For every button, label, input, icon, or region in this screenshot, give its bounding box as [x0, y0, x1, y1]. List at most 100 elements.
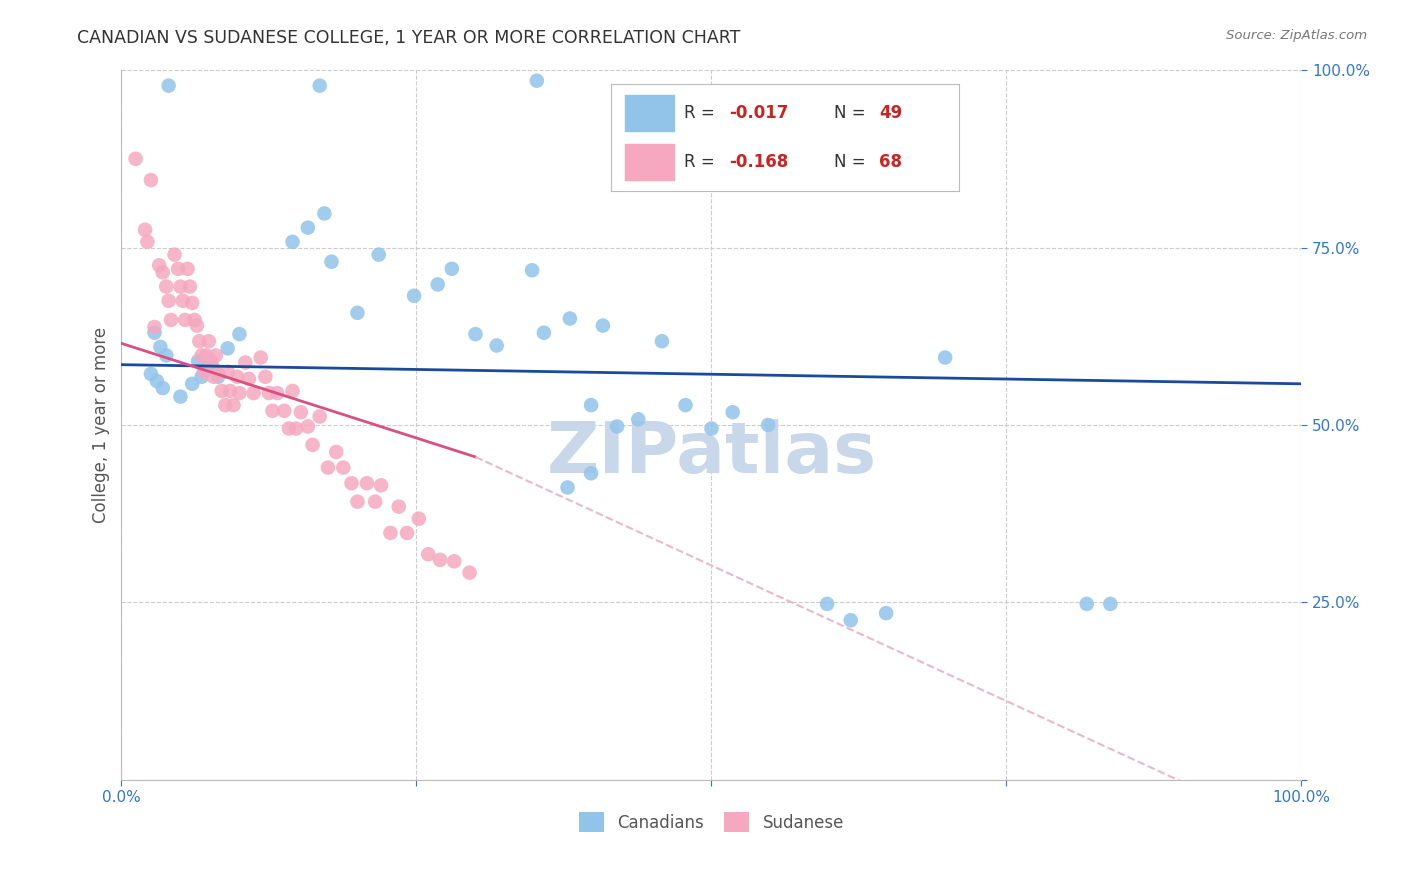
Point: [183, 313, 205, 327]
Text: Source: ZipAtlas.com: Source: ZipAtlas.com: [1226, 29, 1367, 43]
Point: [278, 421, 301, 435]
Point: [219, 384, 242, 398]
Point: [429, 553, 451, 567]
Point: [281, 384, 304, 398]
Point: [257, 386, 280, 401]
Point: [404, 289, 426, 303]
Point: [316, 460, 339, 475]
Legend: Canadians, Sudanese: Canadians, Sudanese: [572, 805, 851, 839]
Point: [297, 220, 319, 235]
Point: [195, 348, 218, 362]
Point: [464, 327, 486, 342]
Point: [181, 296, 204, 310]
Point: [815, 597, 838, 611]
Point: [228, 327, 250, 342]
Point: [273, 404, 295, 418]
Point: [721, 405, 744, 419]
Point: [308, 409, 330, 424]
Point: [181, 376, 204, 391]
Point: [222, 398, 245, 412]
Point: [157, 78, 180, 93]
Point: [526, 73, 548, 87]
Point: [214, 398, 236, 412]
Point: [202, 369, 225, 384]
Point: [211, 384, 233, 398]
Point: [297, 419, 319, 434]
Point: [134, 223, 156, 237]
Point: [174, 313, 197, 327]
Point: [136, 235, 159, 249]
Point: [139, 367, 162, 381]
Point: [440, 261, 463, 276]
Point: [1076, 597, 1098, 611]
Point: [281, 235, 304, 249]
Point: [167, 261, 190, 276]
Point: [700, 421, 723, 435]
Point: [190, 348, 212, 362]
Point: [364, 494, 387, 508]
Point: [124, 152, 146, 166]
Point: [139, 173, 162, 187]
Point: [839, 613, 862, 627]
Point: [579, 398, 602, 412]
Point: [197, 334, 219, 349]
Point: [485, 338, 508, 352]
Point: [458, 566, 481, 580]
Text: ZIPatlas: ZIPatlas: [547, 419, 876, 488]
Point: [443, 554, 465, 568]
Point: [176, 261, 198, 276]
Point: [149, 340, 172, 354]
Point: [238, 372, 260, 386]
Point: [172, 293, 194, 308]
Point: [314, 206, 336, 220]
Point: [143, 320, 166, 334]
Point: [207, 369, 229, 384]
Point: [346, 494, 368, 508]
Point: [200, 354, 222, 368]
Point: [579, 467, 602, 481]
Point: [155, 279, 177, 293]
Point: [217, 365, 239, 379]
Point: [558, 311, 581, 326]
Point: [380, 525, 402, 540]
Point: [606, 419, 628, 434]
Point: [875, 606, 897, 620]
Point: [266, 386, 288, 401]
Point: [367, 247, 389, 261]
Point: [160, 313, 183, 327]
Point: [388, 500, 411, 514]
Point: [217, 342, 239, 356]
Point: [426, 277, 449, 292]
Point: [533, 326, 555, 340]
Point: [146, 374, 169, 388]
Point: [169, 390, 191, 404]
Point: [262, 404, 284, 418]
Point: [193, 365, 215, 379]
Point: [651, 334, 673, 349]
Point: [152, 265, 174, 279]
Point: [188, 334, 211, 349]
Point: [520, 263, 543, 277]
Point: [418, 547, 440, 561]
Point: [346, 306, 368, 320]
Point: [395, 525, 418, 540]
Point: [152, 381, 174, 395]
Point: [675, 398, 697, 412]
Point: [249, 351, 271, 365]
Point: [143, 326, 166, 340]
Point: [332, 460, 354, 475]
Point: [186, 318, 208, 333]
Point: [557, 480, 579, 494]
Point: [592, 318, 614, 333]
Point: [207, 367, 229, 381]
Point: [155, 348, 177, 362]
Point: [233, 355, 256, 369]
Point: [356, 476, 378, 491]
Text: CANADIAN VS SUDANESE COLLEGE, 1 YEAR OR MORE CORRELATION CHART: CANADIAN VS SUDANESE COLLEGE, 1 YEAR OR …: [77, 29, 741, 47]
Point: [163, 247, 186, 261]
Point: [187, 354, 209, 368]
Point: [190, 369, 212, 384]
Point: [301, 438, 323, 452]
Point: [408, 512, 430, 526]
Point: [627, 412, 650, 426]
